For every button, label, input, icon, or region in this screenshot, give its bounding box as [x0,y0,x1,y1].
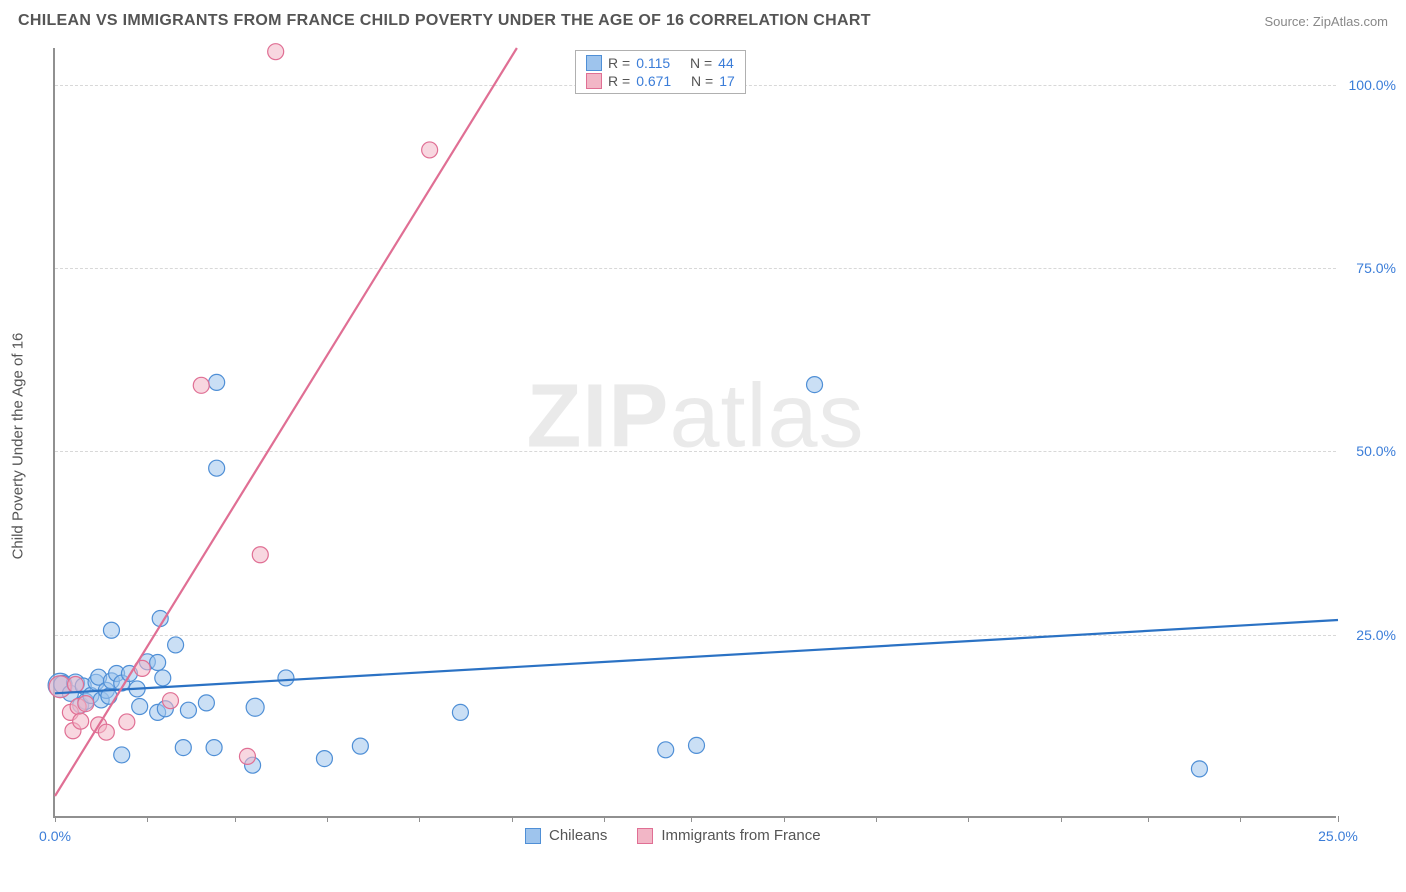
x-tick [1148,816,1149,822]
x-tick [968,816,969,822]
scatter-point [114,747,130,763]
legend-label-0: Chileans [549,827,607,844]
x-tick [876,816,877,822]
stat-n-label: N = [691,73,713,89]
stat-r-label: R = [608,73,630,89]
legend-label-1: Immigrants from France [661,827,820,844]
scatter-point [1191,761,1207,777]
swatch-france-icon [586,73,602,89]
stat-n-value-1: 17 [719,73,735,89]
x-tick [55,816,56,822]
scatter-point [689,737,705,753]
stat-r-value-0: 0.115 [636,55,670,71]
scatter-point [658,742,674,758]
swatch-france-icon [637,828,653,844]
scatter-point [422,142,438,158]
scatter-point [132,699,148,715]
stats-row-france: R = 0.671 N = 17 [576,72,745,90]
scatter-point [252,547,268,563]
scatter-point [352,738,368,754]
scatter-point [73,713,89,729]
scatter-point [119,714,135,730]
scatter-point [209,460,225,476]
source-label: Source: ZipAtlas.com [1264,14,1388,29]
plot-area: ZIPatlas 25.0%50.0%75.0%100.0% 0.0%25.0%… [53,48,1336,818]
y-axis-label: Child Poverty Under the Age of 16 [10,333,27,560]
legend-item-chileans: Chileans [525,827,607,844]
scatter-point [180,702,196,718]
scatter-point [78,696,94,712]
swatch-chileans-icon [525,828,541,844]
scatter-point [278,670,294,686]
stats-row-chileans: R = 0.115 N = 44 [576,54,745,72]
x-tick [419,816,420,822]
scatter-point [162,693,178,709]
scatter-point [452,704,468,720]
swatch-chileans-icon [586,55,602,71]
trend-line [55,620,1338,693]
scatter-point [807,377,823,393]
scatter-point [198,695,214,711]
scatter-svg [55,48,1336,816]
scatter-point [268,44,284,60]
bottom-legend: Chileans Immigrants from France [525,827,821,844]
y-tick-label: 75.0% [1341,260,1396,276]
stat-n-value-0: 44 [718,55,734,71]
x-tick [784,816,785,822]
x-tick [691,816,692,822]
stat-r-value-1: 0.671 [636,73,671,89]
scatter-point [209,374,225,390]
scatter-point [98,724,114,740]
x-tick [1338,816,1339,822]
legend-item-france: Immigrants from France [637,827,820,844]
scatter-point [316,751,332,767]
x-tick [604,816,605,822]
scatter-point [206,740,222,756]
x-tick-label: 25.0% [1318,828,1358,844]
x-tick [327,816,328,822]
scatter-point [175,740,191,756]
scatter-point [193,377,209,393]
stat-r-label: R = [608,55,630,71]
x-tick [1240,816,1241,822]
scatter-point [155,670,171,686]
x-tick [1061,816,1062,822]
scatter-point [246,698,264,716]
scatter-point [103,622,119,638]
stat-n-label: N = [690,55,712,71]
scatter-point [168,637,184,653]
chart-title: CHILEAN VS IMMIGRANTS FROM FRANCE CHILD … [18,12,871,30]
stats-legend-box: R = 0.115 N = 44 R = 0.671 N = 17 [575,50,746,94]
y-tick-label: 50.0% [1341,443,1396,459]
scatter-point [68,677,84,693]
scatter-point [150,655,166,671]
x-tick [512,816,513,822]
scatter-point [239,748,255,764]
x-tick [235,816,236,822]
x-tick-label: 0.0% [39,828,71,844]
y-tick-label: 25.0% [1341,627,1396,643]
y-tick-label: 100.0% [1341,77,1396,93]
x-tick [147,816,148,822]
